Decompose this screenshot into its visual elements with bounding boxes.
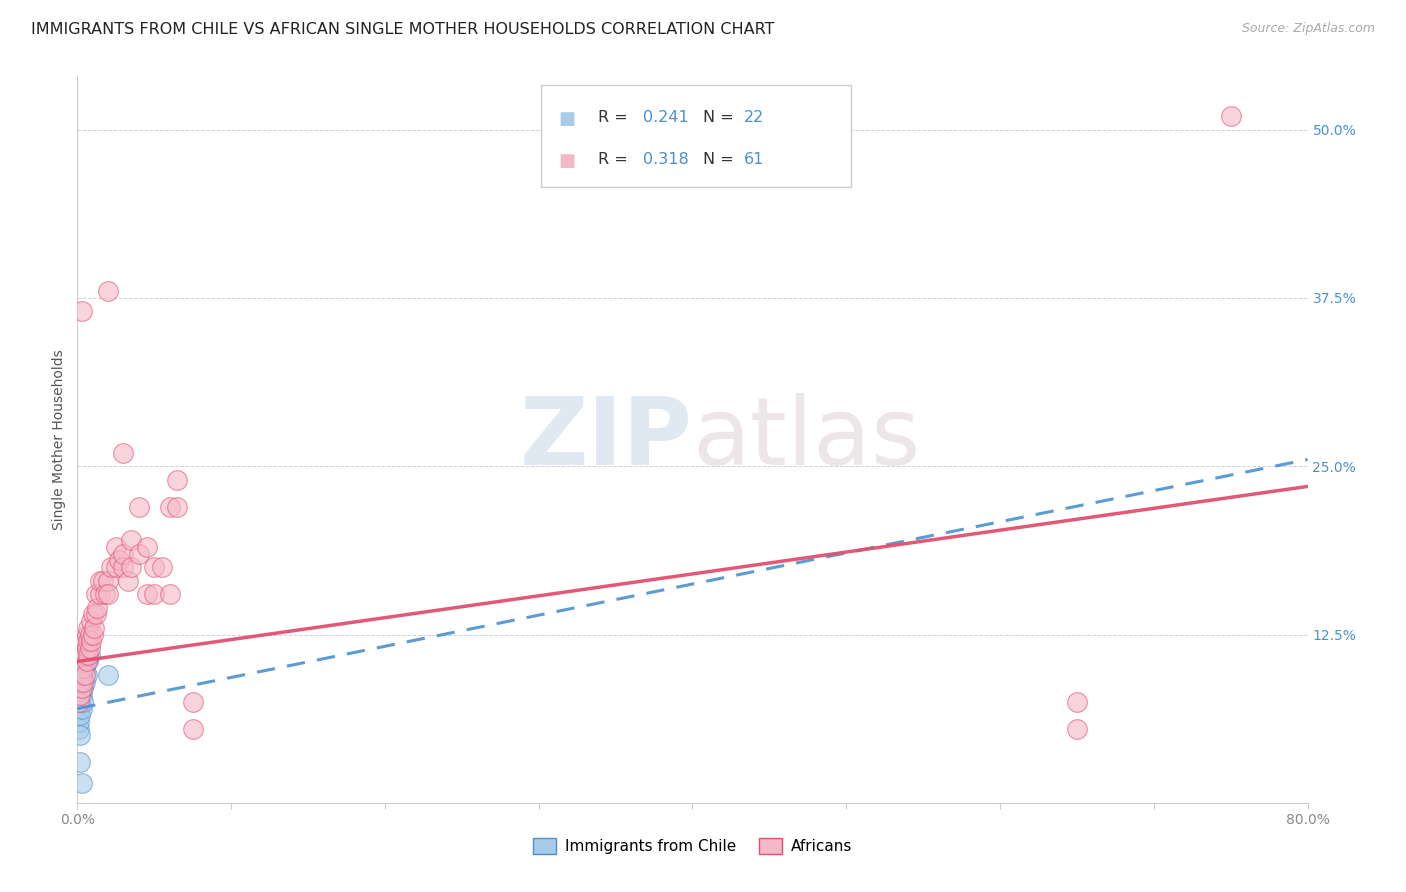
- Point: [84, 607, 107, 622]
- Point: [77, 634, 100, 648]
- Point: [79, 640, 101, 655]
- Point: [112, 560, 135, 574]
- Text: Source: ZipAtlas.com: Source: ZipAtlas.com: [1241, 22, 1375, 36]
- Point: [70, 304, 93, 318]
- Point: [112, 547, 135, 561]
- Point: [69, 695, 91, 709]
- Point: [72, 695, 94, 709]
- Point: [1066, 722, 1088, 736]
- Point: [135, 540, 157, 554]
- Point: [104, 560, 127, 574]
- Point: [69, 756, 91, 770]
- Text: ■: ■: [558, 110, 575, 128]
- Point: [76, 655, 98, 669]
- Point: [181, 722, 204, 736]
- Text: N =: N =: [703, 110, 740, 125]
- Text: ■: ■: [558, 152, 575, 169]
- Text: IMMIGRANTS FROM CHILE VS AFRICAN SINGLE MOTHER HOUSEHOLDS CORRELATION CHART: IMMIGRANTS FROM CHILE VS AFRICAN SINGLE …: [31, 22, 775, 37]
- Point: [97, 587, 120, 601]
- Text: 0.241: 0.241: [643, 110, 689, 125]
- Point: [73, 648, 96, 662]
- Point: [104, 540, 127, 554]
- Point: [67, 714, 90, 729]
- Point: [128, 500, 150, 514]
- Point: [84, 587, 107, 601]
- Point: [70, 701, 93, 715]
- Legend: Immigrants from Chile, Africans: Immigrants from Chile, Africans: [526, 832, 859, 861]
- Text: 61: 61: [744, 152, 763, 167]
- Point: [1066, 695, 1088, 709]
- Point: [159, 587, 181, 601]
- Point: [89, 574, 111, 588]
- Point: [70, 655, 93, 669]
- Point: [79, 627, 101, 641]
- Point: [108, 553, 131, 567]
- Point: [86, 600, 108, 615]
- Point: [97, 668, 120, 682]
- Point: [143, 560, 166, 574]
- Point: [69, 681, 91, 696]
- Point: [69, 729, 91, 743]
- Point: [117, 574, 139, 588]
- Point: [112, 446, 135, 460]
- Point: [70, 688, 93, 702]
- Point: [181, 695, 204, 709]
- Text: 0.318: 0.318: [643, 152, 689, 167]
- Point: [73, 634, 96, 648]
- Point: [89, 587, 111, 601]
- Y-axis label: Single Mother Households: Single Mother Households: [52, 349, 66, 530]
- Point: [80, 614, 103, 628]
- Text: ZIP: ZIP: [520, 393, 693, 485]
- Point: [76, 640, 98, 655]
- Point: [77, 621, 100, 635]
- Text: R =: R =: [598, 110, 633, 125]
- Point: [166, 473, 188, 487]
- Point: [120, 560, 142, 574]
- Point: [76, 668, 98, 682]
- Point: [76, 627, 98, 641]
- Point: [67, 688, 90, 702]
- Point: [100, 560, 122, 574]
- Point: [135, 587, 157, 601]
- Point: [69, 674, 91, 689]
- Point: [94, 587, 117, 601]
- Point: [1219, 109, 1241, 123]
- Point: [79, 648, 101, 662]
- Point: [97, 284, 120, 298]
- Point: [73, 674, 96, 689]
- Point: [150, 560, 173, 574]
- Text: N =: N =: [703, 152, 740, 167]
- Point: [72, 681, 94, 696]
- Text: R =: R =: [598, 152, 633, 167]
- Point: [82, 607, 104, 622]
- Point: [67, 701, 90, 715]
- Point: [159, 500, 181, 514]
- Point: [97, 574, 120, 588]
- Point: [70, 775, 93, 789]
- Point: [72, 674, 94, 689]
- Point: [70, 674, 93, 689]
- Point: [69, 688, 91, 702]
- Point: [69, 708, 91, 723]
- Point: [120, 533, 142, 548]
- Text: 22: 22: [744, 110, 763, 125]
- Point: [67, 695, 90, 709]
- Point: [80, 634, 103, 648]
- Point: [67, 722, 90, 736]
- Point: [73, 668, 96, 682]
- Point: [128, 547, 150, 561]
- Point: [77, 655, 100, 669]
- Point: [70, 668, 93, 682]
- Point: [93, 574, 115, 588]
- Point: [166, 500, 188, 514]
- Point: [73, 661, 96, 675]
- Point: [82, 627, 104, 641]
- Point: [143, 587, 166, 601]
- Point: [72, 661, 94, 675]
- Point: [83, 621, 105, 635]
- Text: atlas: atlas: [693, 393, 921, 485]
- Point: [70, 681, 93, 696]
- Point: [77, 648, 100, 662]
- Point: [70, 668, 93, 682]
